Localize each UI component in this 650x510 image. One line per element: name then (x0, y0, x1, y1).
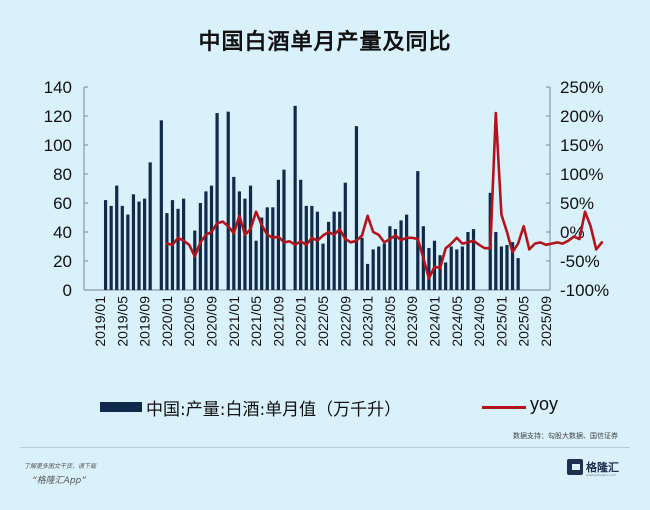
logo-text: 格隆汇 (586, 461, 619, 474)
svg-text:2024/01: 2024/01 (427, 296, 443, 347)
svg-text:250%: 250% (560, 78, 603, 97)
svg-text:2021/01: 2021/01 (226, 296, 242, 347)
svg-text:50%: 50% (560, 194, 594, 213)
svg-text:2019/09: 2019/09 (137, 296, 153, 347)
left-axis-labels: 0 20 40 60 80 100 120 140 (44, 78, 72, 300)
svg-text:60: 60 (53, 194, 72, 213)
svg-text:2020/01: 2020/01 (159, 296, 175, 347)
legend-bar-swatch (100, 402, 142, 412)
right-axis-labels: -100%-50%0%50%100%150%200%250% (560, 78, 609, 300)
legend-line-label: yoy (530, 394, 559, 414)
svg-text:2023/01: 2023/01 (360, 296, 376, 347)
brand-logo: 格隆汇 www.gelonghui.com (567, 459, 619, 477)
svg-text:40: 40 (53, 223, 72, 242)
promo-app-name: “格隆汇App” (32, 476, 86, 486)
svg-text:2024/09: 2024/09 (471, 296, 487, 347)
legend-line-swatch (482, 406, 526, 409)
yoy-line (165, 111, 604, 280)
svg-text:-100%: -100% (560, 281, 609, 300)
svg-text:2024/05: 2024/05 (449, 296, 465, 347)
svg-text:20: 20 (53, 252, 72, 271)
svg-text:2022/01: 2022/01 (293, 296, 309, 347)
svg-text:2025/01: 2025/01 (493, 296, 509, 347)
svg-text:0: 0 (63, 281, 72, 300)
svg-text:100%: 100% (560, 165, 603, 184)
legend: 中国:产量:白酒:单月值（万千升） yoy (0, 393, 650, 423)
data-source: 数据支持：勾股大数据、国信证券 (513, 432, 618, 440)
svg-text:2022/05: 2022/05 (315, 296, 331, 347)
right-axis (546, 86, 551, 290)
svg-text:200%: 200% (560, 107, 603, 126)
svg-text:2023/09: 2023/09 (404, 296, 420, 347)
footer-divider (20, 447, 630, 448)
logo-url: www.gelonghui.com (586, 473, 617, 477)
svg-text:2021/05: 2021/05 (248, 296, 264, 347)
svg-text:2023/05: 2023/05 (382, 296, 398, 347)
svg-text:2019/05: 2019/05 (114, 296, 130, 347)
svg-text:100: 100 (44, 136, 72, 155)
svg-text:2025/05: 2025/05 (516, 296, 532, 347)
svg-text:2019/01: 2019/01 (92, 296, 108, 347)
logo-icon (567, 459, 583, 475)
legend-bar-label: 中国:产量:白酒:单月值（万千升） (146, 400, 402, 420)
x-axis-labels: 2019/01 2019/05 2019/09 2020/01 2020/05 2020/… (92, 296, 554, 347)
svg-text:150%: 150% (560, 136, 603, 155)
production-bars (103, 105, 520, 291)
svg-text:120: 120 (44, 107, 72, 126)
svg-text:2022/09: 2022/09 (337, 296, 353, 347)
svg-text:2025/09: 2025/09 (538, 296, 554, 347)
svg-text:-50%: -50% (560, 252, 600, 271)
promo-text: 了解更多图文干货，请下载 (24, 463, 97, 470)
svg-text:140: 140 (44, 78, 72, 97)
svg-text:2020/05: 2020/05 (181, 296, 197, 347)
chart-title: 中国白酒单月产量及同比 (198, 30, 452, 55)
svg-text:2021/09: 2021/09 (270, 296, 286, 347)
svg-text:2020/09: 2020/09 (204, 296, 220, 347)
svg-text:80: 80 (53, 165, 72, 184)
